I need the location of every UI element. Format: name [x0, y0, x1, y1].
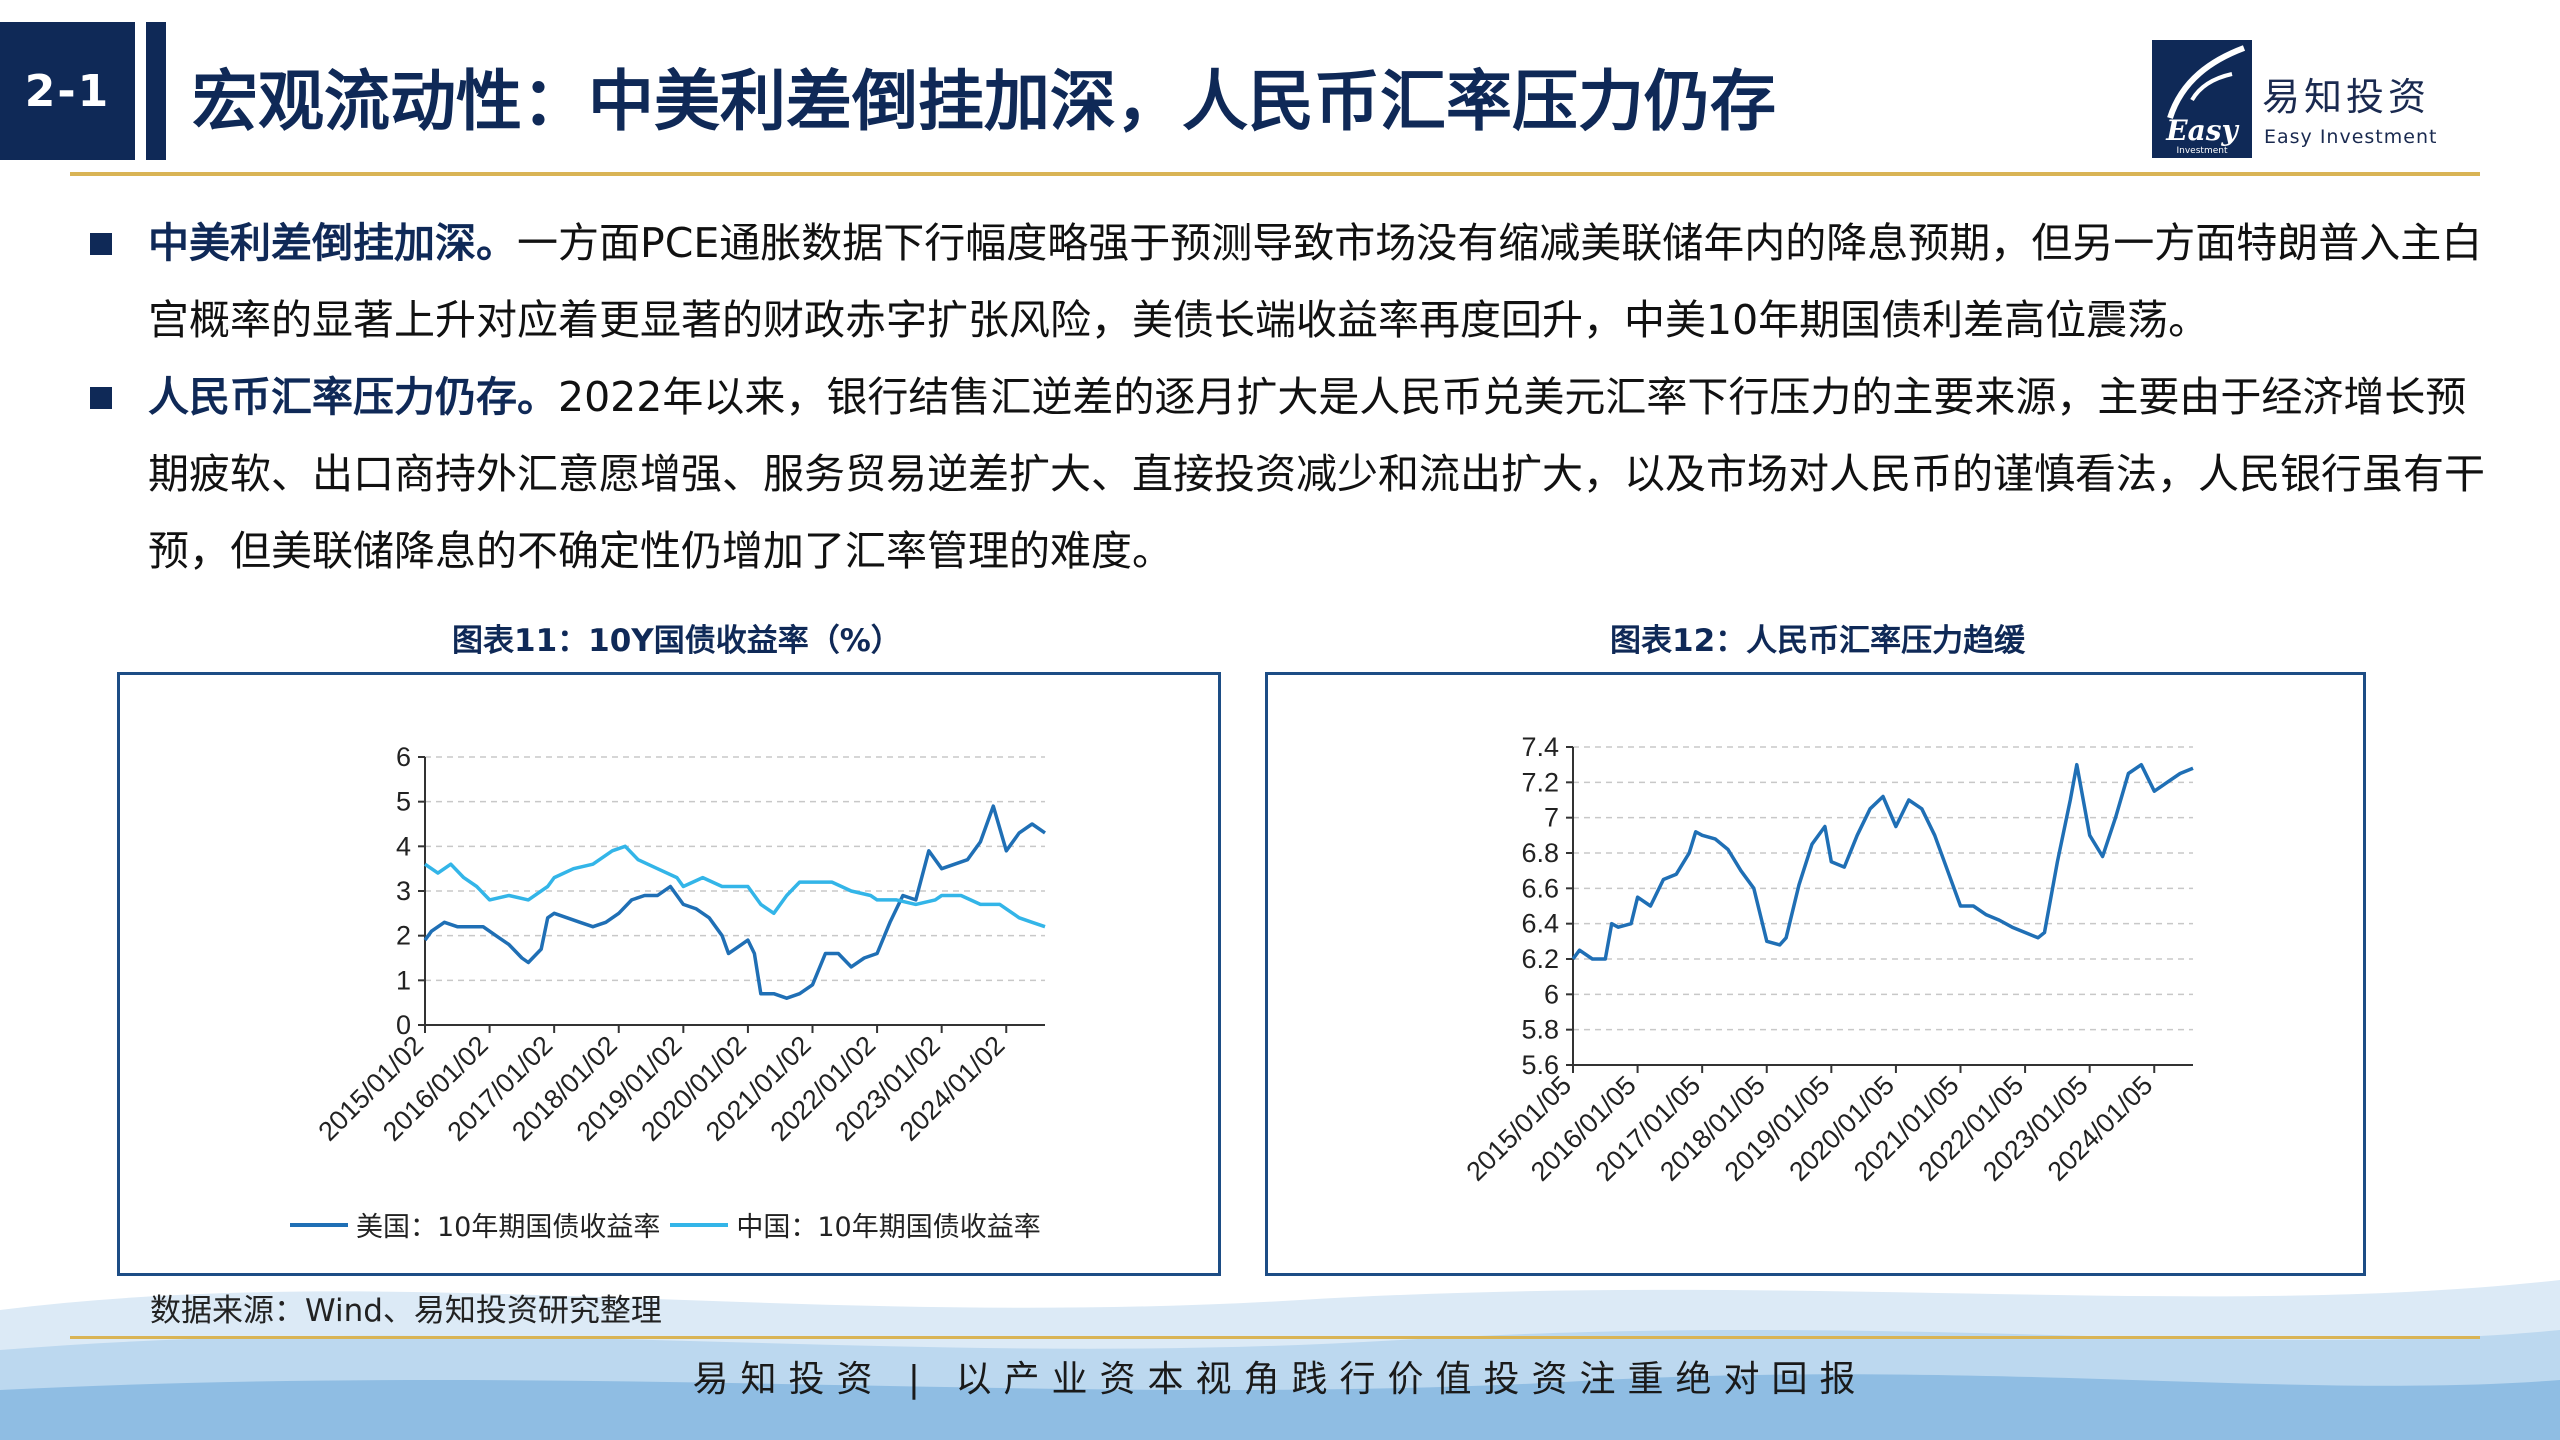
chart-11-title: 图表11：10Y国债收益率（%） [452, 623, 902, 659]
svg-text:Investment: Investment [2177, 146, 2228, 156]
bullet-heading: 人民币汇率压力仍存。 [148, 373, 558, 421]
y-tick-label: 6.4 [1521, 909, 1559, 939]
bullet-item: 中美利差倒挂加深。一方面PCE通胀数据下行幅度略强于预测导致市场没有缩减美联储年… [90, 205, 2490, 359]
chart-12-frame: 5.6 5.8 6 6.2 6.4 6.6 6.8 7 7.2 7.4 2015/01/05 2016… [1265, 672, 2366, 1276]
section-badge: 2-1 [0, 22, 135, 160]
badge-accent-bar [146, 22, 166, 160]
chart-11-plot: 01234562015/01/022016/01/022017/01/02201… [312, 742, 1046, 1147]
easy-logo-icon: Easy Investment [2152, 40, 2252, 158]
y-tick-label: 5.8 [1521, 1015, 1559, 1045]
square-bullet-icon [90, 387, 112, 409]
y-tick-label: 7.2 [1521, 767, 1559, 797]
y-tick-label: 6.8 [1521, 838, 1559, 868]
bullet-heading: 中美利差倒挂加深。 [148, 219, 517, 267]
y-tick-label: 5.6 [1521, 1050, 1559, 1080]
y-tick-label: 2 [396, 921, 411, 951]
bullet-item: 人民币汇率压力仍存。2022年以来，银行结售汇逆差的逐月扩大是人民币兑美元汇率下… [90, 359, 2490, 590]
svg-text:Easy: Easy [2165, 114, 2239, 147]
legend-swatch-cn [670, 1222, 729, 1227]
bullet-text: 一方面PCE通胀数据下行幅度略强于预测导致市场没有缩减美联储年内的降息预期，但另… [148, 219, 2483, 344]
y-tick-label: 3 [396, 876, 411, 906]
y-tick-label: 7.4 [1521, 732, 1559, 762]
chart-12-plot: 5.65.866.26.46.66.877.27.42015/01/052016… [1460, 732, 2194, 1187]
series-line-1 [424, 844, 1046, 929]
y-tick-label: 6.2 [1521, 944, 1559, 974]
series-line-0 [423, 804, 1046, 1000]
chart-11-legend: 美国：10年期国债收益率 中国：10年期国债收益率 [290, 1205, 1041, 1244]
bullet-text: 2022年以来，银行结售汇逆差的逐月扩大是人民币兑美元汇率下行压力的主要来源，主… [148, 373, 2485, 575]
square-bullet-icon [90, 233, 112, 255]
legend-label-cn: 中国：10年期国债收益率 [736, 1212, 1041, 1243]
footer-wave-decoration [0, 1280, 2560, 1440]
y-tick-label: 6 [1544, 979, 1559, 1009]
y-tick-label: 6 [396, 742, 411, 772]
y-tick-label: 1 [396, 965, 411, 995]
y-tick-label: 6.6 [1521, 873, 1559, 903]
footer-slogan: 易知投资 | 以产业资本视角践行价值投资注重绝对回报 [692, 1359, 1868, 1400]
series-line-0 [1571, 762, 2194, 961]
header-divider [70, 172, 2480, 176]
y-tick-label: 0 [396, 1010, 411, 1040]
logo-chinese-name: 易知投资 [2262, 75, 2431, 119]
y-tick-label: 7 [1544, 803, 1559, 833]
footer-divider [70, 1336, 2480, 1339]
legend-label-us: 美国：10年期国债收益率 [356, 1212, 661, 1243]
y-tick-label: 5 [396, 787, 411, 817]
chart-12-title: 图表12：人民币汇率压力趋缓 [1610, 623, 2026, 659]
bullet-list: 中美利差倒挂加深。一方面PCE通胀数据下行幅度略强于预测导致市场没有缩减美联储年… [90, 205, 2490, 590]
page-title: 宏观流动性：中美利差倒挂加深，人民币汇率压力仍存 [192, 63, 1776, 140]
legend-swatch-us [290, 1222, 348, 1227]
source-note: 数据来源：Wind、易知投资研究整理 [150, 1293, 662, 1329]
logo-english-name: Easy Investment [2264, 126, 2438, 148]
chart-11-frame: 0 1 2 3 4 5 6 2015/01/02 2016/01/02 2017/01/02 201… [117, 672, 1221, 1276]
y-tick-label: 4 [396, 831, 411, 861]
